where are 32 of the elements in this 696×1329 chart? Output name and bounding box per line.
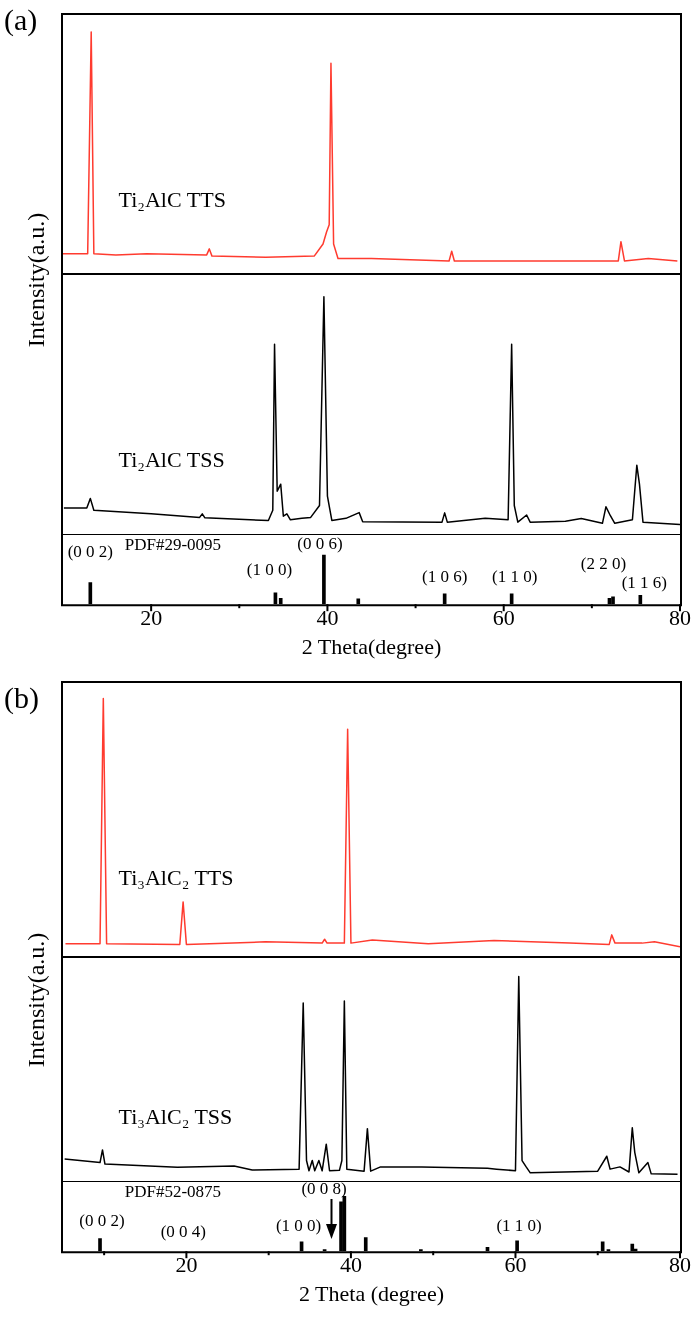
- x-tick-label: 40: [316, 605, 339, 631]
- x-tick-label: 60: [492, 605, 515, 631]
- annotation: (1 1 0): [491, 567, 538, 587]
- x-tick-label: 40: [339, 1252, 362, 1278]
- chart-title: (a): [4, 3, 38, 37]
- series-label: Ti₃AlC₂ TSS: [118, 1103, 233, 1129]
- annotation: PDF#29-0095: [124, 535, 222, 555]
- annotation: (1 0 0): [246, 560, 293, 580]
- annotation: (2 2 0): [580, 553, 627, 573]
- y-axis-title: Intensity(a.u.): [22, 212, 50, 348]
- annotation: (1 1 0): [496, 1216, 542, 1236]
- y-axis-title: Intensity(a.u.): [22, 932, 50, 1068]
- annotation: (0 0 8): [301, 1179, 347, 1199]
- annotation: (0 0 6): [297, 533, 343, 553]
- annotation: (0 0 4): [160, 1222, 206, 1242]
- series-label: Ti₃AlC₂ TTS: [118, 865, 234, 891]
- annotation: PDF#52-0875: [124, 1182, 222, 1202]
- annotation: (0 0 2): [79, 1211, 125, 1231]
- x-tick-label: 80: [669, 605, 691, 631]
- x-tick-label: 80: [669, 1252, 691, 1278]
- x-tick-label: 20: [140, 605, 163, 631]
- annotation: (1 1 6): [621, 572, 667, 592]
- x-axis-title: 2 Theta(degree): [301, 633, 442, 659]
- series-label: Ti₂AlC TTS: [118, 186, 226, 212]
- chart-title: (b): [4, 681, 39, 715]
- x-axis-title: 2 Theta (degree): [299, 1280, 444, 1306]
- annotation: (0 0 2): [67, 542, 113, 562]
- annotation: (1 0 6): [421, 567, 468, 587]
- annotation: (1 0 0): [275, 1216, 322, 1236]
- x-tick-label: 20: [175, 1252, 198, 1278]
- x-tick-label: 60: [504, 1252, 527, 1278]
- series-label: Ti₂AlC TSS: [118, 446, 225, 472]
